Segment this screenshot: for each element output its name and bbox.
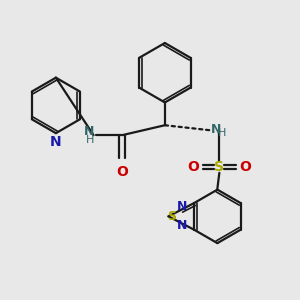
Text: O: O <box>188 160 200 174</box>
Text: O: O <box>239 160 251 174</box>
Text: N: N <box>210 123 221 136</box>
Text: H: H <box>218 128 227 138</box>
Text: H: H <box>86 135 94 145</box>
Text: N: N <box>84 125 94 138</box>
Text: S: S <box>214 160 224 174</box>
Text: S: S <box>167 210 176 223</box>
Text: N: N <box>50 135 62 149</box>
Text: O: O <box>116 165 128 179</box>
Text: N: N <box>177 200 188 213</box>
Text: N: N <box>177 218 188 232</box>
